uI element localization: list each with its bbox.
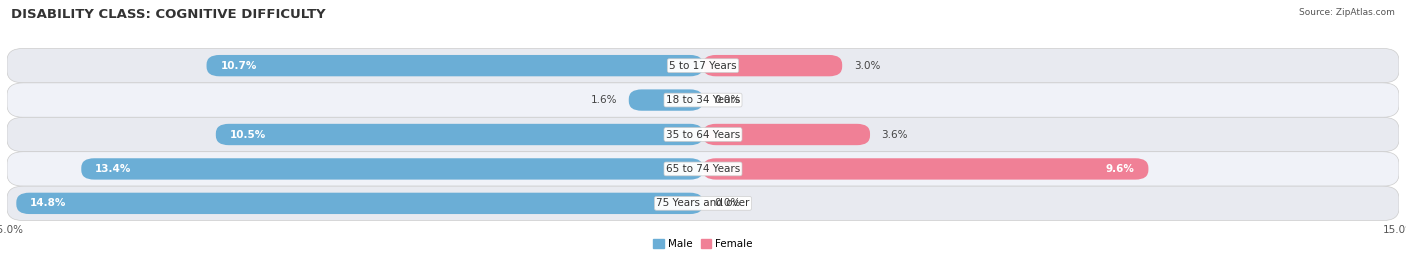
Text: 65 to 74 Years: 65 to 74 Years bbox=[666, 164, 740, 174]
Text: 0.0%: 0.0% bbox=[714, 198, 741, 208]
Text: DISABILITY CLASS: COGNITIVE DIFFICULTY: DISABILITY CLASS: COGNITIVE DIFFICULTY bbox=[11, 8, 326, 21]
Text: 1.6%: 1.6% bbox=[591, 95, 617, 105]
Text: 3.0%: 3.0% bbox=[853, 61, 880, 71]
Text: 18 to 34 Years: 18 to 34 Years bbox=[666, 95, 740, 105]
Text: Source: ZipAtlas.com: Source: ZipAtlas.com bbox=[1299, 8, 1395, 17]
FancyBboxPatch shape bbox=[7, 117, 1399, 152]
Text: 3.6%: 3.6% bbox=[882, 129, 908, 140]
FancyBboxPatch shape bbox=[217, 124, 703, 145]
FancyBboxPatch shape bbox=[7, 186, 1399, 221]
Text: 0.0%: 0.0% bbox=[714, 95, 741, 105]
Text: 5 to 17 Years: 5 to 17 Years bbox=[669, 61, 737, 71]
FancyBboxPatch shape bbox=[703, 55, 842, 76]
FancyBboxPatch shape bbox=[628, 89, 703, 111]
Text: 10.5%: 10.5% bbox=[229, 129, 266, 140]
Text: 9.6%: 9.6% bbox=[1105, 164, 1135, 174]
FancyBboxPatch shape bbox=[703, 124, 870, 145]
Text: 75 Years and over: 75 Years and over bbox=[657, 198, 749, 208]
FancyBboxPatch shape bbox=[703, 158, 1149, 180]
FancyBboxPatch shape bbox=[82, 158, 703, 180]
FancyBboxPatch shape bbox=[17, 193, 703, 214]
Text: 35 to 64 Years: 35 to 64 Years bbox=[666, 129, 740, 140]
Text: 13.4%: 13.4% bbox=[96, 164, 132, 174]
FancyBboxPatch shape bbox=[7, 83, 1399, 117]
Text: 10.7%: 10.7% bbox=[221, 61, 257, 71]
Legend: Male, Female: Male, Female bbox=[650, 235, 756, 253]
FancyBboxPatch shape bbox=[7, 152, 1399, 186]
FancyBboxPatch shape bbox=[207, 55, 703, 76]
Text: 14.8%: 14.8% bbox=[30, 198, 66, 208]
FancyBboxPatch shape bbox=[7, 48, 1399, 83]
